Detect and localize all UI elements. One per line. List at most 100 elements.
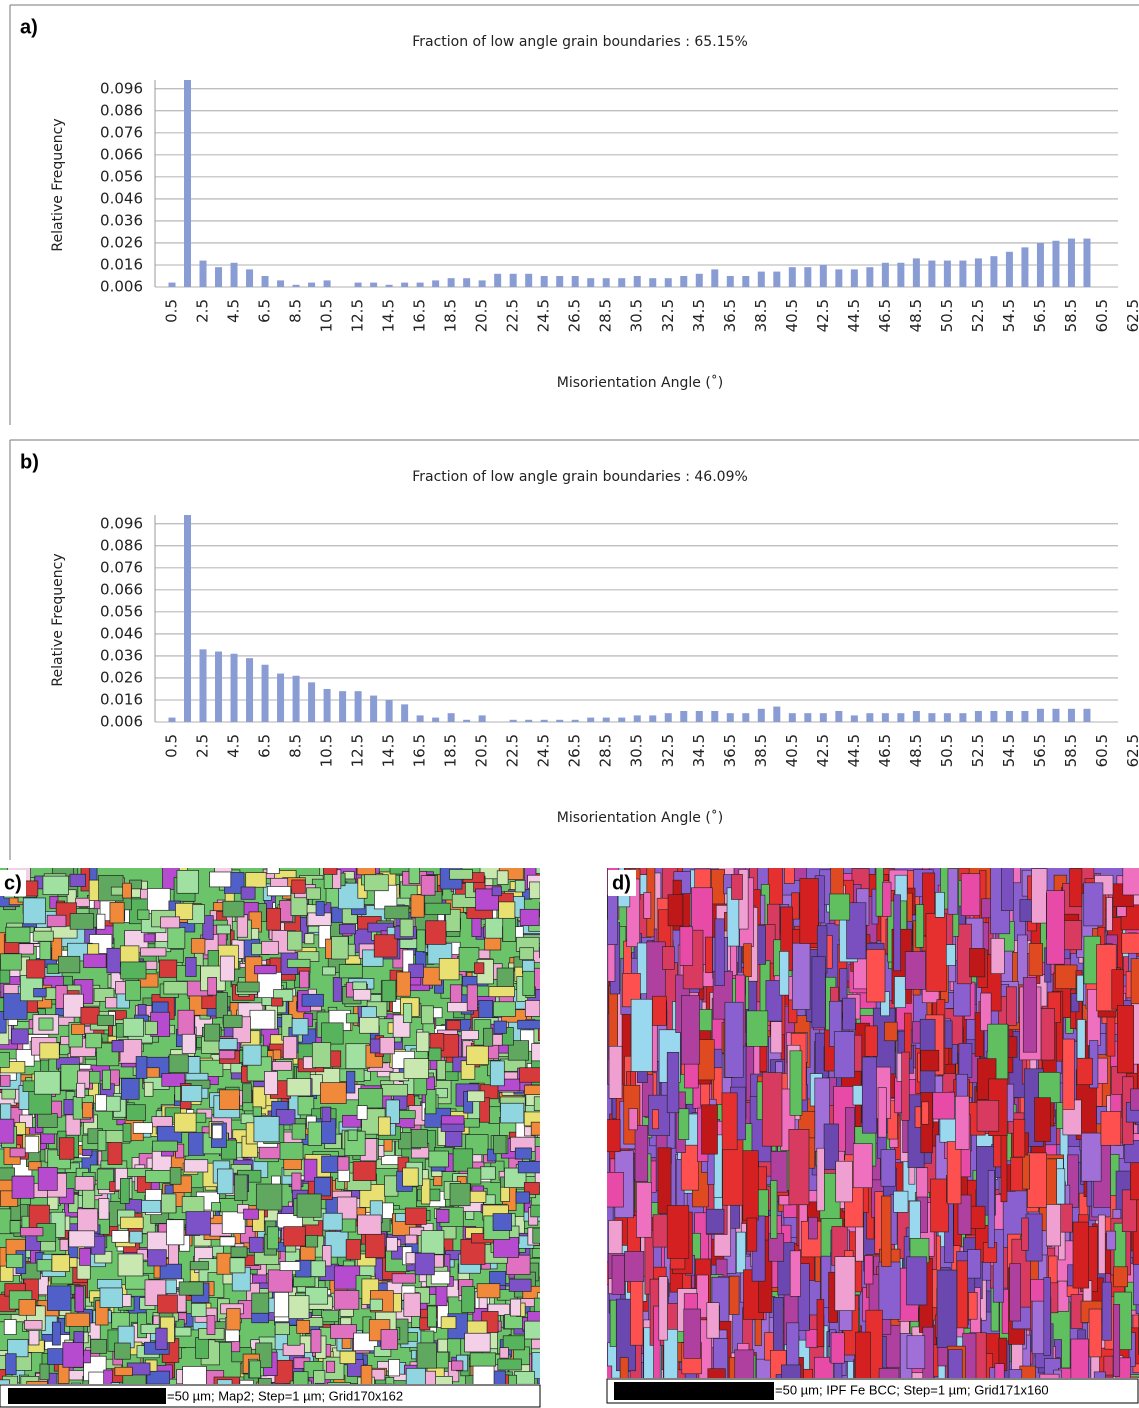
grain xyxy=(69,873,86,887)
grain xyxy=(218,1038,238,1050)
bar xyxy=(184,80,192,287)
bar xyxy=(509,719,517,722)
grain xyxy=(380,1329,398,1350)
bar xyxy=(463,719,471,722)
bar xyxy=(912,258,920,287)
grain xyxy=(428,1150,449,1168)
x-tick-label: 4.5 xyxy=(225,734,243,758)
grain xyxy=(484,917,505,939)
bar xyxy=(618,717,626,722)
grain xyxy=(242,1044,262,1066)
grain xyxy=(353,989,372,1001)
bar xyxy=(416,282,424,287)
grain xyxy=(619,1357,629,1378)
grain xyxy=(852,1143,873,1189)
grain xyxy=(109,902,125,924)
grain xyxy=(169,1167,182,1185)
grain xyxy=(539,950,540,963)
grain xyxy=(449,869,473,880)
grain xyxy=(728,1275,740,1315)
grain xyxy=(175,902,194,920)
grain xyxy=(880,1149,896,1187)
grain xyxy=(287,930,303,951)
grain xyxy=(425,920,447,945)
grain xyxy=(222,900,245,918)
grain xyxy=(1027,1152,1047,1208)
grain xyxy=(864,1255,874,1285)
x-tick-label: 34.5 xyxy=(690,734,708,767)
grain xyxy=(1111,969,1124,1010)
grain xyxy=(160,916,181,929)
bar xyxy=(649,278,657,287)
y-tick-label: 0.026 xyxy=(100,233,143,251)
grain xyxy=(1008,1369,1023,1378)
grain xyxy=(440,1316,457,1329)
x-tick-label: 10.5 xyxy=(318,734,336,767)
grain xyxy=(678,1108,690,1140)
grain xyxy=(471,917,482,937)
grain xyxy=(513,1371,535,1384)
bar xyxy=(773,271,781,287)
x-tick-label: 22.5 xyxy=(504,299,522,332)
grain xyxy=(1058,1367,1074,1378)
grain xyxy=(384,1175,399,1197)
grain xyxy=(533,1297,540,1325)
x-tick-label: 46.5 xyxy=(876,734,894,767)
grain xyxy=(37,1167,58,1191)
grain xyxy=(296,1193,322,1218)
bar xyxy=(974,258,982,287)
bar xyxy=(308,282,316,287)
grain xyxy=(957,1194,972,1235)
grain xyxy=(20,1227,44,1237)
grain xyxy=(683,1308,701,1359)
bar xyxy=(323,688,331,722)
x-tick-label: 24.5 xyxy=(535,734,553,767)
grain xyxy=(779,951,790,996)
grain xyxy=(219,955,235,982)
grain xyxy=(356,868,376,876)
grain xyxy=(399,918,414,938)
grain xyxy=(282,1036,298,1059)
grain xyxy=(80,1007,100,1025)
bar xyxy=(277,673,285,722)
grain xyxy=(866,949,886,1003)
bar xyxy=(866,713,874,722)
grain xyxy=(3,1319,17,1335)
grain xyxy=(1048,1255,1058,1284)
x-tick-label: 56.5 xyxy=(1031,734,1049,767)
grain xyxy=(449,1183,471,1207)
grain xyxy=(357,1214,382,1235)
grain xyxy=(483,1027,494,1047)
bar xyxy=(711,710,719,722)
grain xyxy=(467,1167,482,1185)
x-tick-label: 34.5 xyxy=(690,299,708,332)
grain xyxy=(24,1320,43,1330)
grain xyxy=(1100,1376,1116,1378)
grain xyxy=(1022,1154,1031,1190)
grain xyxy=(18,1299,36,1316)
grain xyxy=(893,894,901,972)
grain xyxy=(255,1183,283,1211)
grain xyxy=(1013,1118,1026,1158)
grain xyxy=(765,980,783,1022)
x-tick-label: 42.5 xyxy=(814,299,832,332)
grain xyxy=(63,993,84,1018)
grain xyxy=(514,879,526,893)
bar xyxy=(1036,708,1044,722)
grain xyxy=(770,1180,778,1239)
grain xyxy=(39,941,52,960)
grain xyxy=(523,1182,540,1195)
grain xyxy=(534,1171,540,1187)
grain xyxy=(166,1219,185,1246)
grain xyxy=(364,874,389,892)
grain xyxy=(1067,1154,1079,1208)
bar xyxy=(1021,710,1029,722)
grain xyxy=(628,1108,638,1131)
grain xyxy=(537,1043,540,1062)
grain xyxy=(327,1382,351,1384)
grain xyxy=(65,1312,90,1327)
grain xyxy=(1081,1132,1102,1182)
grain xyxy=(0,1167,15,1181)
grain xyxy=(71,1382,81,1384)
bar xyxy=(1083,238,1091,287)
